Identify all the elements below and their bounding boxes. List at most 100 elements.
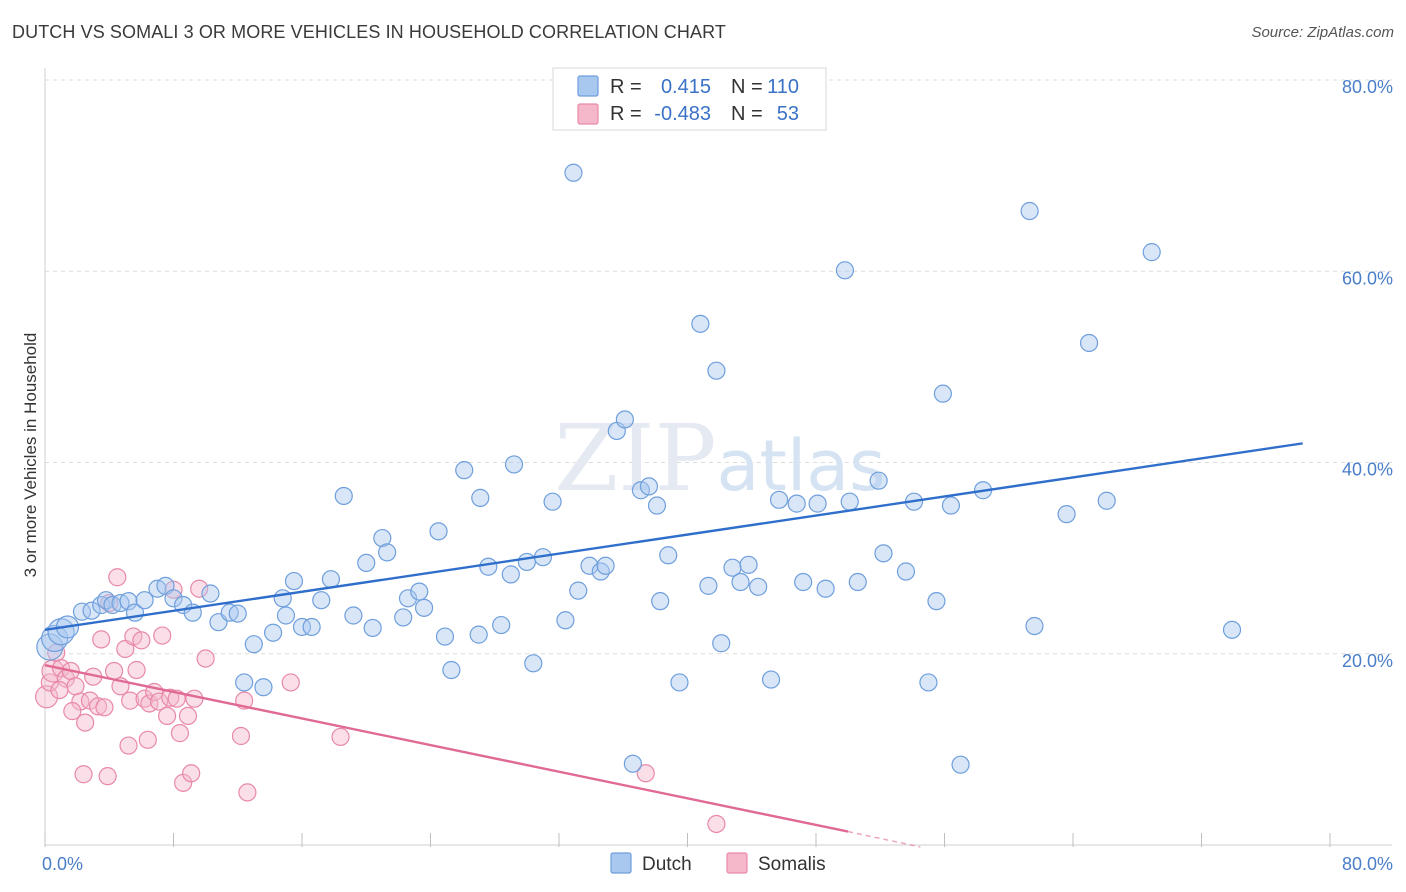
dutch-series-label: Dutch xyxy=(642,854,692,875)
y-tick-label-2: 60.0% xyxy=(1342,268,1393,288)
dutch-point-74 xyxy=(707,361,726,380)
dutch-series-swatch xyxy=(610,852,632,874)
dutch-point-94 xyxy=(927,592,946,611)
somali-point-48 xyxy=(74,765,93,784)
somali-point-12 xyxy=(88,697,108,716)
dutch-point-65 xyxy=(623,754,642,773)
dutch-point-30 xyxy=(302,617,321,637)
dutch-point-44 xyxy=(435,627,455,646)
chart-title: DUTCH VS SOMALI 3 OR MORE VEHICLES IN HO… xyxy=(12,22,726,42)
y-axis-label: 3 or more Vehicles in Household xyxy=(21,333,40,578)
somali-point-49 xyxy=(63,702,82,721)
somali-n-value: 53 xyxy=(777,103,799,125)
dutch-point-18 xyxy=(201,584,220,603)
dutch-point-84 xyxy=(808,494,827,513)
somali-point-44 xyxy=(281,673,300,692)
dutch-point-91 xyxy=(896,562,916,581)
dutch-point-93 xyxy=(919,673,938,692)
dutch-point-57 xyxy=(556,611,575,630)
somali-point-21 xyxy=(121,691,140,710)
dutch-point-70 xyxy=(659,546,678,565)
dutch-point-67 xyxy=(639,477,659,496)
somali-point-45 xyxy=(331,727,350,747)
dutch-point-78 xyxy=(739,555,758,574)
somali-point-28 xyxy=(149,692,169,711)
somali-point-50 xyxy=(50,680,69,700)
dutch-point-100 xyxy=(1025,616,1044,636)
dutch-point-31 xyxy=(312,591,331,610)
somali-point-36 xyxy=(178,706,198,726)
dutch-point-87 xyxy=(840,492,859,511)
somali-series-label: Somalis xyxy=(758,854,826,875)
dutch-point-4 xyxy=(72,602,92,621)
dutch-point-33 xyxy=(334,486,353,506)
dutch-point-83 xyxy=(794,572,813,592)
dutch-points xyxy=(36,163,1242,774)
dutch-point-103 xyxy=(1097,491,1116,510)
dutch-point-28 xyxy=(284,571,304,591)
somali-point-39 xyxy=(190,579,209,598)
dutch-point-105 xyxy=(1222,620,1242,639)
correlation-legend: R = 0.415 N = 110 R = -0.483 N = 53 xyxy=(552,67,827,131)
somali-series-swatch xyxy=(726,852,748,874)
dutch-point-50 xyxy=(492,615,511,635)
dutch-point-22 xyxy=(235,673,254,692)
dutch-point-68 xyxy=(647,496,667,515)
axes xyxy=(44,68,1392,847)
dutch-point-29 xyxy=(292,617,312,637)
somali-point-47 xyxy=(707,814,726,834)
x-tick-label-0: 0.0% xyxy=(42,854,83,874)
dutch-point-71 xyxy=(670,673,689,692)
dutch-trend-line xyxy=(44,442,1303,632)
somali-n-label: N = xyxy=(731,103,763,125)
somali-point-46 xyxy=(636,764,655,783)
somali-point-37 xyxy=(182,764,201,783)
dutch-n-value: 110 xyxy=(767,76,799,98)
dutch-point-54 xyxy=(524,654,543,673)
dutch-point-58 xyxy=(564,163,583,182)
somali-legend-swatch xyxy=(577,103,599,125)
dutch-point-86 xyxy=(835,261,855,280)
somali-point-7 xyxy=(66,677,85,696)
somali-point-40 xyxy=(196,649,215,668)
dutch-point-0 xyxy=(36,633,64,661)
somali-point-24 xyxy=(132,631,151,650)
dutch-point-36 xyxy=(363,618,382,638)
dutch-point-85 xyxy=(816,579,835,598)
dutch-point-35 xyxy=(357,553,376,573)
somali-point-0 xyxy=(35,685,59,709)
dutch-point-27 xyxy=(276,606,296,625)
dutch-point-89 xyxy=(869,471,888,490)
dutch-point-15 xyxy=(164,589,183,608)
dutch-point-45 xyxy=(442,660,461,680)
dutch-r-label: R = xyxy=(610,76,642,98)
dutch-point-81 xyxy=(769,490,789,509)
somali-point-31 xyxy=(161,688,180,707)
somali-point-14 xyxy=(95,698,114,717)
dutch-point-12 xyxy=(135,591,154,610)
somali-trend-line xyxy=(44,664,849,833)
dutch-point-32 xyxy=(321,570,341,589)
somali-point-23 xyxy=(127,660,146,680)
dutch-point-77 xyxy=(731,572,750,592)
somali-points xyxy=(35,568,726,834)
dutch-point-90 xyxy=(874,544,893,563)
dutch-point-23 xyxy=(244,635,263,654)
watermark: ZIPatlas xyxy=(554,405,885,512)
dutch-point-10 xyxy=(119,592,138,611)
dutch-point-64 xyxy=(615,410,634,429)
dutch-point-72 xyxy=(691,314,710,333)
somali-point-51 xyxy=(98,767,117,786)
dutch-point-53 xyxy=(517,552,536,572)
dutch-point-34 xyxy=(344,606,363,625)
x-tick-label-1: 80.0% xyxy=(1342,854,1393,874)
somali-point-13 xyxy=(92,630,111,649)
series-legend: Dutch Somalis xyxy=(610,852,826,875)
somali-point-20 xyxy=(119,736,138,755)
dutch-point-69 xyxy=(651,592,670,611)
dutch-point-59 xyxy=(569,581,588,600)
y-tick-label-3: 80.0% xyxy=(1342,77,1393,97)
somali-point-9 xyxy=(76,713,95,732)
source-label: Source: ZipAtlas.com xyxy=(1251,24,1394,41)
